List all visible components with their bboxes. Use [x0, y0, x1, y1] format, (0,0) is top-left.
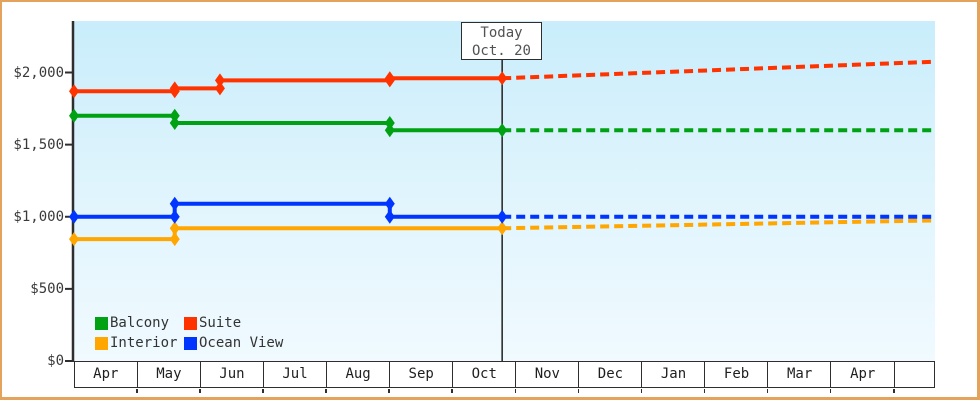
y-tick-label: $0 — [47, 353, 64, 369]
x-axis-month-row: Apr May Jun Jul Aug Sep Oct Nov Dec Jan Feb Mar Apr — [73, 361, 935, 393]
x-axis-month-apr-0: Apr — [73, 361, 139, 388]
today-date: Oct. 20 — [471, 43, 531, 59]
legend-label-suite: Suite — [199, 315, 242, 331]
legend-item-suite: Suite — [184, 313, 283, 333]
y-tick-label: $1,500 — [13, 136, 64, 153]
series-balcony-marker — [169, 115, 180, 130]
legend-item-interior: Interior — [95, 333, 184, 353]
series-ocean-view-marker — [69, 209, 79, 224]
x-axis-month-may-1: May — [136, 361, 202, 393]
x-axis-month-nov-7: Nov — [514, 361, 580, 393]
y-tick-label: $1,000 — [13, 208, 64, 225]
series-interior-history-line — [74, 226, 503, 242]
series-suite-marker — [214, 73, 225, 88]
legend-item-balcony: Balcony — [95, 313, 184, 333]
y-tick-label: $500 — [30, 280, 64, 297]
series-ocean-view-history-line — [74, 201, 503, 219]
series-ocean-view-marker — [384, 209, 395, 224]
series-suite-marker — [169, 81, 180, 96]
series-ocean-view-marker — [384, 196, 395, 211]
x-axis-month-jan-9: Jan — [640, 361, 706, 393]
series-ocean-view-marker — [169, 209, 180, 224]
today-label: Today — [480, 25, 523, 41]
series-suite-marker — [214, 81, 225, 96]
series-balcony-history-line — [74, 113, 503, 133]
series-suite-marker — [497, 71, 508, 86]
series-suite-marker — [69, 84, 79, 99]
x-axis-month-jun-2: Jun — [199, 361, 265, 393]
x-axis-month-apr-12: Apr — [829, 361, 896, 393]
x-axis-month-feb-10: Feb — [703, 361, 769, 393]
series-suite-history-line — [74, 76, 503, 94]
series-suite-marker — [384, 71, 395, 86]
legend-swatch-suite — [184, 316, 197, 330]
y-tick-label: $2,000 — [13, 64, 64, 81]
series-balcony-marker — [384, 123, 395, 138]
series-interior-marker — [169, 232, 180, 247]
series-interior-projection-line — [502, 218, 935, 231]
legend-label-interior: Interior — [110, 335, 178, 351]
series-balcony-marker — [69, 108, 79, 123]
series-interior-marker — [497, 221, 508, 236]
series-suite-projection-line — [502, 59, 935, 81]
series-ocean-view-marker — [497, 209, 508, 224]
x-axis-month-oct-6: Oct — [451, 361, 517, 393]
series-interior-marker — [69, 232, 79, 247]
x-axis-month-mar-11: Mar — [766, 361, 832, 393]
series-interior-marker — [169, 221, 180, 236]
x-axis-month-sep-5: Sep — [388, 361, 454, 393]
legend: Balcony Suite Interior Ocean View — [95, 313, 283, 353]
legend-swatch-balcony — [95, 316, 108, 330]
series-balcony-marker — [169, 108, 180, 123]
legend-item-ocean-view: Ocean View — [184, 333, 283, 353]
series-balcony-marker — [497, 123, 508, 138]
x-axis-month-dec-8: Dec — [577, 361, 643, 393]
legend-label-balcony: Balcony — [110, 315, 170, 331]
y-axis-labels: $2,000 $1,500 $1,000 $500 $0 — [2, 2, 66, 397]
series-balcony-marker — [384, 115, 395, 130]
x-axis-month-aug-4: Aug — [325, 361, 391, 393]
legend-swatch-interior — [95, 336, 108, 350]
legend-swatch-ocean-view — [184, 336, 197, 350]
x-axis-cell-empty — [893, 361, 935, 393]
series-ocean-view-marker — [169, 196, 180, 211]
legend-label-ocean-view: Ocean View — [199, 335, 284, 351]
today-marker-box: Today Oct. 20 — [461, 22, 542, 60]
x-axis-month-jul-3: Jul — [262, 361, 328, 393]
